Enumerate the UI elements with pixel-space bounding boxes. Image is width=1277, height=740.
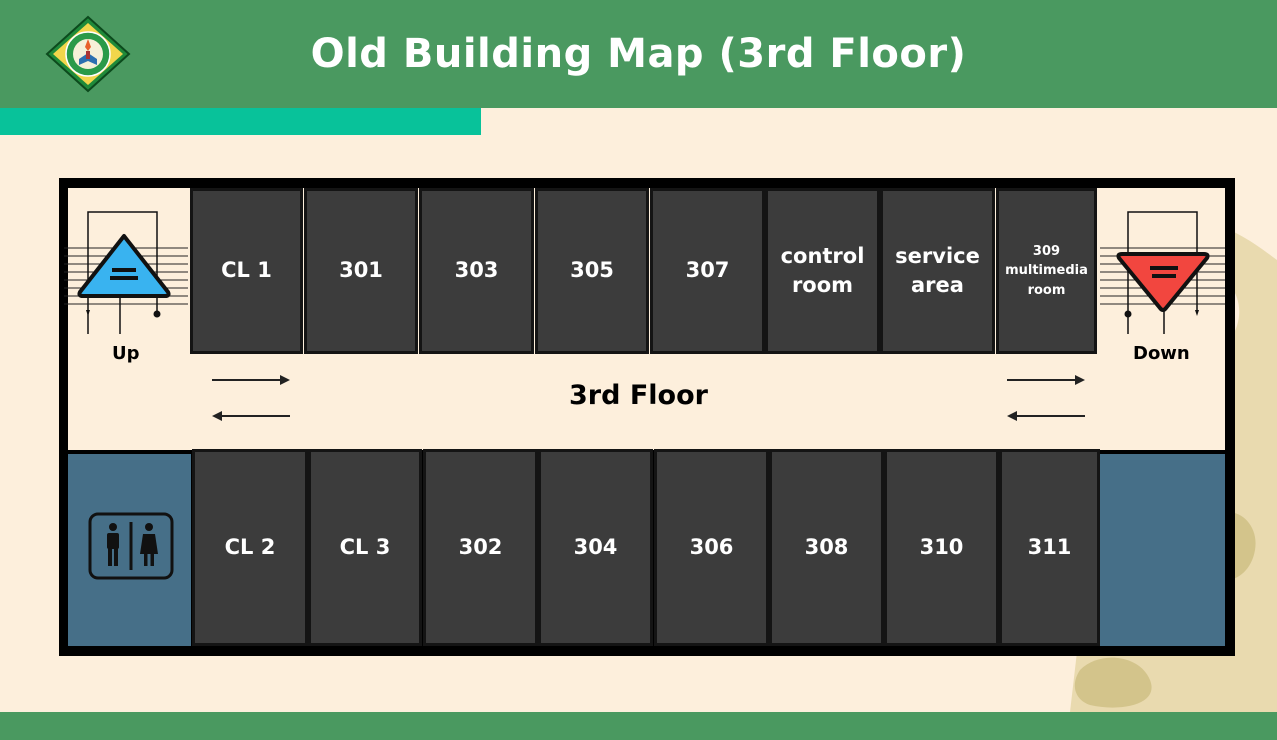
arrows-right-pair-icon	[1007, 375, 1085, 421]
storage-block	[1100, 454, 1225, 646]
room-label: CL 1	[221, 258, 272, 283]
stairs-down-icon	[1100, 211, 1225, 334]
room-label: CL 2	[224, 534, 276, 559]
arrows-left-pair-icon	[212, 375, 290, 421]
room-311[interactable]: 311	[999, 449, 1100, 646]
room-label: 309 multimedia room	[1005, 243, 1088, 298]
stairs-down-label: Down	[1133, 343, 1190, 364]
footer-bar	[0, 712, 1277, 740]
room-label: 301	[339, 258, 383, 283]
room-label: 307	[685, 258, 730, 283]
room-label: control room	[780, 243, 865, 297]
room-label: 308	[804, 534, 849, 559]
room-304[interactable]: 304	[538, 449, 653, 646]
stairs-up-icon	[64, 211, 188, 334]
room-308[interactable]: 308	[769, 449, 884, 646]
room-306[interactable]: 306	[654, 449, 769, 646]
room-label: 310	[919, 534, 964, 559]
room-cl3[interactable]: CL 3	[308, 449, 422, 646]
room-label: 303	[454, 258, 499, 283]
room-control-room[interactable]: control room	[765, 188, 880, 354]
room-label: 305	[570, 258, 614, 283]
room-302[interactable]: 302	[423, 449, 538, 646]
restroom-icon	[88, 512, 174, 580]
accent-bar	[0, 108, 481, 135]
room-301[interactable]: 301	[304, 188, 418, 354]
school-logo	[45, 15, 131, 93]
room-label: 311	[1027, 534, 1072, 559]
room-label: service area	[895, 243, 980, 297]
stairs-up-label: Up	[112, 343, 140, 364]
room-310[interactable]: 310	[884, 449, 999, 646]
room-label: CL 3	[339, 534, 391, 559]
room-307[interactable]: 307	[650, 188, 765, 354]
room-label: 306	[689, 534, 734, 559]
room-label: 304	[573, 534, 618, 559]
room-label: 302	[458, 534, 503, 559]
page-title: Old Building Map (3rd Floor)	[310, 31, 967, 77]
room-309-multimedia[interactable]: 309 multimedia room	[996, 188, 1097, 354]
floor-label: 3rd Floor	[569, 380, 708, 411]
room-303[interactable]: 303	[419, 188, 534, 354]
header-bar	[0, 0, 1277, 108]
room-305[interactable]: 305	[535, 188, 649, 354]
room-service-area[interactable]: service area	[880, 188, 995, 354]
room-cl2[interactable]: CL 2	[192, 449, 308, 646]
room-cl1[interactable]: CL 1	[190, 188, 303, 354]
